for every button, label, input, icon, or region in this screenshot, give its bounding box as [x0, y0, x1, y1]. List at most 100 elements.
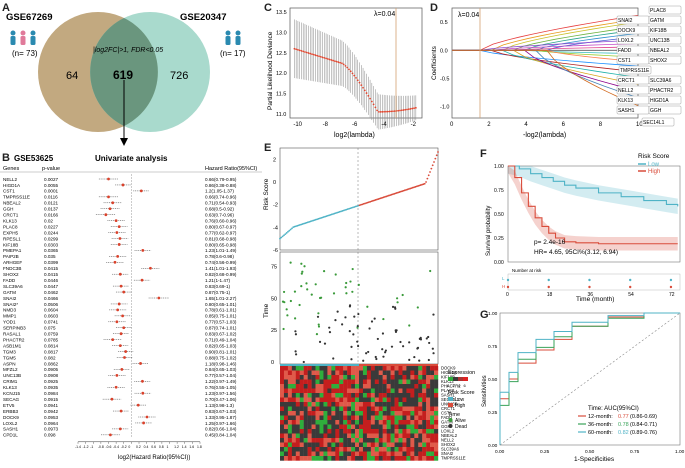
- path-ytick: 0.0: [440, 48, 448, 54]
- roc-legend-auc: 0.78: [618, 422, 629, 428]
- time-point: [317, 323, 320, 326]
- heat-cell: [410, 397, 415, 403]
- heat-cell: [323, 447, 328, 452]
- heat-cell: [331, 370, 336, 376]
- heat-cell: [280, 424, 285, 430]
- heat-cell: [283, 415, 289, 421]
- heat-cell: [339, 424, 344, 430]
- forest-gene: SECAG: [3, 397, 20, 402]
- heatmap: [280, 364, 439, 461]
- time-point: [294, 330, 297, 333]
- cv-point: [309, 52, 312, 55]
- path-gene-label: UNC13B: [650, 38, 670, 44]
- roc-legend-label: 12-month:: [588, 414, 613, 420]
- heat-cell: [347, 370, 352, 376]
- heat-cell: [351, 375, 356, 380]
- forest-point: [123, 356, 126, 359]
- heat-cell: [327, 447, 332, 452]
- forest-gene: KIF18B: [3, 242, 18, 247]
- left-only-count: 64: [66, 70, 78, 82]
- forest-pvalue: 0.0415: [44, 266, 58, 271]
- heat-cell: [426, 451, 431, 457]
- heat-cell: [287, 420, 293, 425]
- km-risk-mark: [669, 285, 673, 289]
- roc-ytick: 1.00: [488, 311, 498, 317]
- km-ytick: 0.00: [494, 260, 504, 266]
- forest-hr: 1.25(0.97-1.66): [205, 421, 237, 426]
- path-gene-box: [648, 75, 682, 85]
- heat-cell: [418, 375, 423, 380]
- time-point: [382, 355, 385, 358]
- heat-cell: [283, 424, 289, 430]
- forest-hr: 0.74(0.56-0.99): [205, 260, 237, 265]
- cv-point: [362, 86, 364, 89]
- forest-hr: 0.78(0.6-0.98): [205, 254, 234, 259]
- cv-point: [337, 61, 340, 64]
- heat-cell: [366, 370, 372, 376]
- forest-hr: 0.88(0.75-1.02): [205, 355, 237, 360]
- forest-pvalue: 0.075: [44, 326, 56, 331]
- forest-hr: 0.84(0.65-1.03): [205, 367, 237, 372]
- heat-cell: [319, 379, 324, 385]
- heat-cell: [351, 456, 356, 461]
- cv-point: [367, 94, 370, 97]
- forest-point: [119, 284, 123, 288]
- heat-cell: [362, 424, 368, 430]
- forest-hr: 0.80(0.65-0.98): [205, 242, 237, 247]
- heat-cell: [307, 415, 312, 421]
- heat-cell: [378, 429, 383, 434]
- time-point: [384, 349, 387, 352]
- cv-point: [393, 110, 396, 112]
- panel-label-f: F: [480, 148, 487, 160]
- heat-cell: [410, 424, 415, 430]
- path-gene-label: SEC14L1: [643, 120, 665, 126]
- heat-cell: [323, 411, 328, 416]
- cv-point: [349, 70, 352, 73]
- heat-cell: [406, 424, 411, 430]
- heat-cell: [426, 397, 431, 403]
- heat-cell: [343, 406, 348, 412]
- heat-cell: [347, 388, 352, 394]
- heat-cell: [331, 388, 336, 394]
- heat-cell: [370, 379, 375, 385]
- forest-axis: -1.4 -1.2 -1 -0.8 -0.6 -0.4 -0.2 0 0.2 0.4 0.6 0.8 1…: [75, 441, 202, 449]
- person-icon-group-left: [10, 30, 36, 45]
- heat-cell: [414, 415, 419, 421]
- forest-point: [136, 403, 140, 407]
- heat-cell: [291, 429, 296, 434]
- heat-cell: [280, 442, 285, 448]
- forest-hr: 1.65(1.01-2.27): [205, 296, 237, 301]
- forest-point: [119, 409, 123, 413]
- risk-ytick: 0: [273, 180, 276, 186]
- km-curves: [508, 165, 679, 251]
- heat-cell: [331, 366, 336, 371]
- heat-cell: [426, 393, 431, 398]
- heat-cell: [319, 451, 324, 457]
- heat-cell: [315, 366, 320, 371]
- path-line: [452, 49, 639, 78]
- heat-gene-label: PLAC8: [441, 388, 455, 393]
- cv-ytick: 12.5: [276, 51, 287, 57]
- time-point: [286, 314, 289, 317]
- path-xlabel: -log2(lambda): [523, 132, 566, 139]
- legend-time-title: Time: [448, 412, 460, 418]
- venn-panel: A GSE67269 GSE20347 (n= 73) (n= 17) 64 6…: [0, 0, 262, 152]
- heat-cell: [315, 447, 320, 452]
- forest-point: [111, 201, 115, 205]
- heat-cell: [366, 366, 372, 371]
- roc-xtick: 0.50: [585, 449, 595, 455]
- forest-hr: 0.83(0.67-1.02): [205, 332, 237, 337]
- heat-cell: [347, 375, 352, 380]
- forest-gene: NMD3: [3, 308, 16, 313]
- heat-cell: [394, 397, 399, 403]
- heat-cell: [343, 451, 348, 457]
- heat-cell: [406, 415, 411, 421]
- heat-cell: [347, 415, 352, 421]
- forest-gene: TGM3: [3, 349, 16, 354]
- time-point: [323, 342, 327, 345]
- path-gene-label: KLK13: [618, 98, 633, 104]
- heat-cell: [343, 424, 348, 430]
- heat-cell: [343, 393, 348, 398]
- heat-cell: [331, 393, 336, 398]
- forest-point: [121, 183, 125, 187]
